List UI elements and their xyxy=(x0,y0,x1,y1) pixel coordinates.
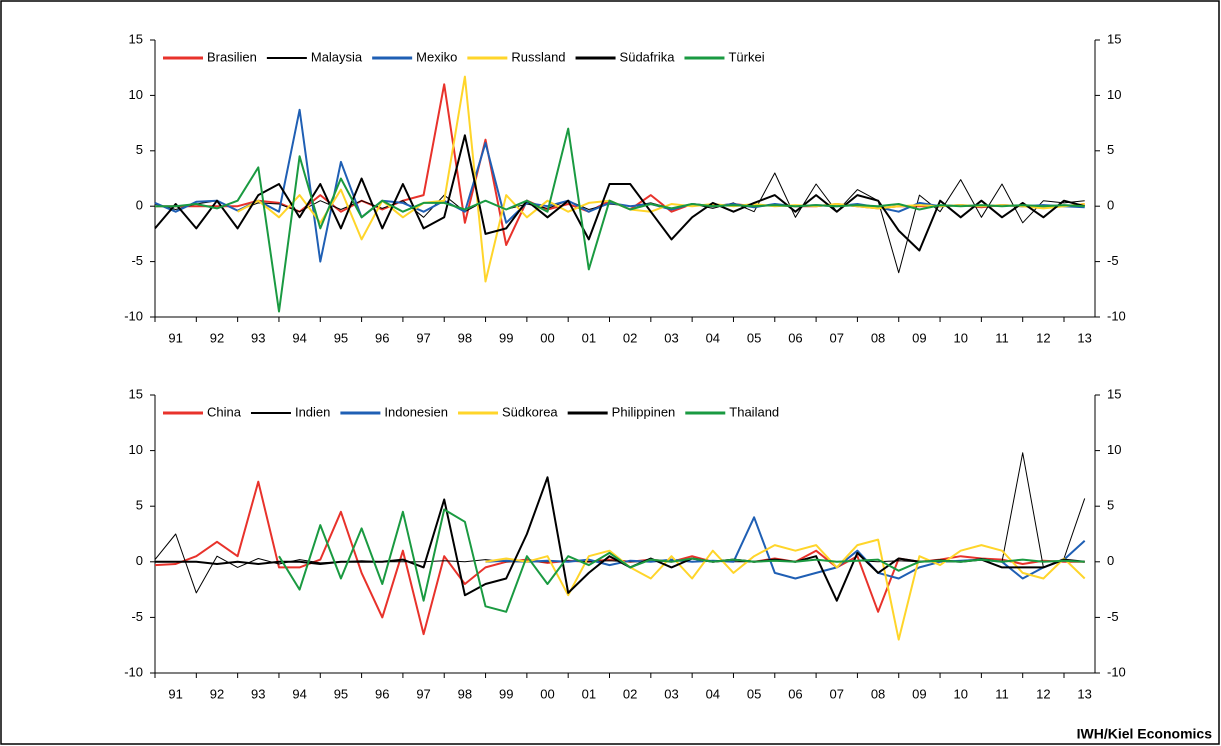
x-tick-label: 07 xyxy=(830,330,844,345)
legend-label: China xyxy=(207,404,242,419)
x-tick-label: 96 xyxy=(375,330,389,345)
x-tick-label: 10 xyxy=(953,330,967,345)
x-tick-label: 04 xyxy=(706,686,720,701)
x-tick-label: 93 xyxy=(251,686,265,701)
x-tick-label: 92 xyxy=(210,330,224,345)
y-tick-label: 10 xyxy=(129,442,143,457)
x-tick-label: 11 xyxy=(995,686,1009,701)
x-tick-label: 01 xyxy=(582,686,596,701)
x-tick-label: 00 xyxy=(540,330,554,345)
x-tick-label: 08 xyxy=(871,686,885,701)
x-tick-label: 07 xyxy=(830,686,844,701)
x-tick-label: 05 xyxy=(747,686,761,701)
x-tick-label: 98 xyxy=(458,330,472,345)
x-tick-label: 95 xyxy=(334,686,348,701)
x-tick-label: 13 xyxy=(1077,686,1091,701)
x-tick-label: 12 xyxy=(1036,330,1050,345)
y2-tick-label: -10 xyxy=(1107,664,1126,679)
x-tick-label: 09 xyxy=(912,330,926,345)
x-tick-label: 03 xyxy=(664,330,678,345)
x-tick-label: 06 xyxy=(788,686,802,701)
x-tick-label: 95 xyxy=(334,330,348,345)
legend-label: Philippinen xyxy=(612,404,676,419)
legend-label: Südafrika xyxy=(620,49,676,64)
legend-label: Russland xyxy=(511,49,565,64)
y2-tick-label: 0 xyxy=(1107,198,1114,213)
x-tick-label: 05 xyxy=(747,330,761,345)
y2-tick-label: 10 xyxy=(1107,442,1121,457)
y2-tick-label: 15 xyxy=(1107,31,1121,46)
y2-tick-label: 5 xyxy=(1107,142,1114,157)
plot-lines xyxy=(154,452,1086,641)
x-tick-label: 94 xyxy=(292,330,306,345)
series-line xyxy=(155,127,1085,313)
y2-tick-label: 0 xyxy=(1107,553,1114,568)
y-tick-label: 15 xyxy=(129,386,143,401)
x-tick-label: 13 xyxy=(1077,330,1091,345)
legend-label: Mexiko xyxy=(416,49,457,64)
series-line xyxy=(237,75,1085,283)
y2-tick-label: -10 xyxy=(1107,308,1126,323)
y2-tick-label: -5 xyxy=(1107,609,1119,624)
y2-tick-label: -5 xyxy=(1107,253,1119,268)
y-tick-label: 15 xyxy=(129,31,143,46)
plot-lines xyxy=(154,75,1085,313)
legend-label: Malaysia xyxy=(311,49,363,64)
x-tick-label: 91 xyxy=(168,686,182,701)
y2-tick-label: 5 xyxy=(1107,498,1114,513)
x-tick-label: 03 xyxy=(664,686,678,701)
source: IWH/Kiel Economics xyxy=(1077,726,1213,742)
legend-label: Südkorea xyxy=(502,404,558,419)
legend-label: Indien xyxy=(295,404,330,419)
y-tick-label: 0 xyxy=(136,553,143,568)
y2-tick-label: 10 xyxy=(1107,87,1121,102)
y-tick-label: 10 xyxy=(129,87,143,102)
series-line xyxy=(278,508,1085,613)
x-tick-label: 01 xyxy=(582,330,596,345)
x-tick-label: 00 xyxy=(540,686,554,701)
x-tick-label: 91 xyxy=(168,330,182,345)
y-tick-label: -10 xyxy=(124,308,143,323)
y-tick-label: -10 xyxy=(124,664,143,679)
legend-label: Indonesien xyxy=(384,404,448,419)
legend-label: Türkei xyxy=(728,49,764,64)
x-tick-label: 10 xyxy=(953,686,967,701)
y2-tick-label: 15 xyxy=(1107,386,1121,401)
x-tick-label: 11 xyxy=(995,330,1009,345)
y-tick-label: 5 xyxy=(136,142,143,157)
y-tick-label: -5 xyxy=(131,253,143,268)
y-tick-label: -5 xyxy=(131,609,143,624)
x-tick-label: 92 xyxy=(210,686,224,701)
legend-label: Brasilien xyxy=(207,49,257,64)
x-tick-label: 94 xyxy=(292,686,306,701)
y-tick-label: 5 xyxy=(136,498,143,513)
series-line xyxy=(155,83,1085,246)
x-tick-label: 97 xyxy=(416,330,430,345)
y-tick-label: 0 xyxy=(136,198,143,213)
x-tick-label: 12 xyxy=(1036,686,1050,701)
x-tick-label: 04 xyxy=(706,330,720,345)
x-tick-label: 08 xyxy=(871,330,885,345)
x-tick-label: 02 xyxy=(623,330,637,345)
legend-label: Thailand xyxy=(729,404,779,419)
x-tick-label: 98 xyxy=(458,686,472,701)
x-tick-label: 96 xyxy=(375,686,389,701)
x-tick-label: 09 xyxy=(912,686,926,701)
x-tick-label: 97 xyxy=(416,686,430,701)
series-line xyxy=(154,108,1085,263)
series-line xyxy=(154,134,1085,252)
x-tick-label: 02 xyxy=(623,686,637,701)
series-line xyxy=(154,452,1086,594)
series-line xyxy=(485,538,1086,641)
x-tick-label: 93 xyxy=(251,330,265,345)
x-tick-label: 06 xyxy=(788,330,802,345)
x-tick-label: 99 xyxy=(499,330,513,345)
x-tick-label: 99 xyxy=(499,686,513,701)
